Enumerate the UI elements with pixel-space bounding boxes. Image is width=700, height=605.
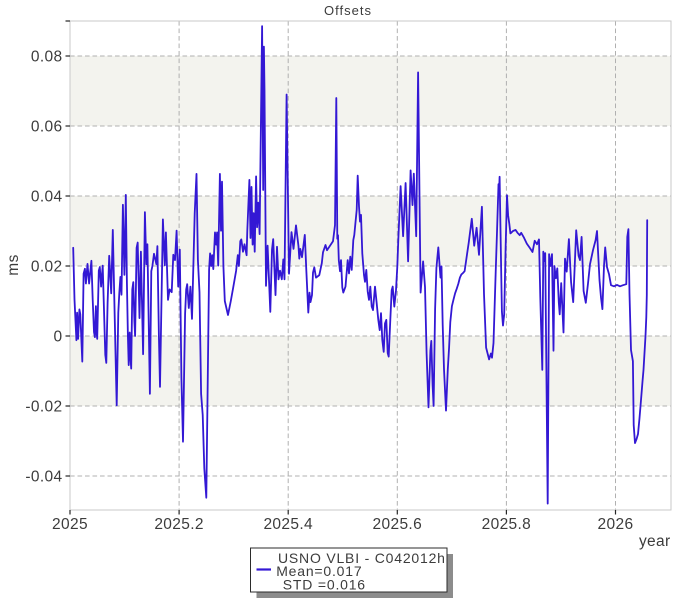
svg-text:-0.02: -0.02 xyxy=(25,398,62,415)
svg-text:STD =0.016: STD =0.016 xyxy=(283,576,366,592)
svg-text:Mean=0.017: Mean=0.017 xyxy=(276,563,362,579)
svg-text:-0.04: -0.04 xyxy=(25,468,62,485)
svg-text:0.04: 0.04 xyxy=(31,188,63,205)
svg-text:2025: 2025 xyxy=(52,516,88,533)
svg-text:0: 0 xyxy=(54,328,63,345)
svg-text:USNO VLBI - C042012h: USNO VLBI - C042012h xyxy=(278,550,446,566)
svg-text:2025.2: 2025.2 xyxy=(154,516,204,533)
svg-text:0.08: 0.08 xyxy=(31,48,63,65)
svg-text:2025.8: 2025.8 xyxy=(482,516,532,533)
svg-text:0.02: 0.02 xyxy=(31,258,63,275)
svg-text:2025.6: 2025.6 xyxy=(373,516,423,533)
svg-text:Offsets: Offsets xyxy=(324,3,372,18)
svg-text:year: year xyxy=(639,533,671,550)
svg-text:2026: 2026 xyxy=(598,516,634,533)
svg-text:2025.4: 2025.4 xyxy=(263,516,313,533)
svg-text:0.06: 0.06 xyxy=(31,118,63,135)
svg-text:ms: ms xyxy=(5,254,22,275)
